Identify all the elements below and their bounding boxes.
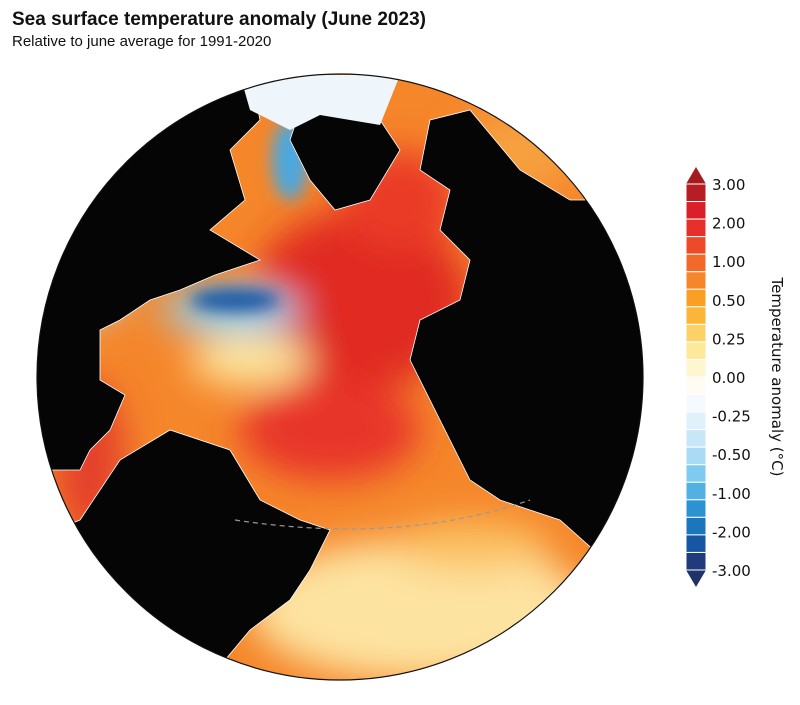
colorbar-segment (685, 534, 707, 553)
colorbar-tick-label: -0.25 (712, 408, 751, 426)
colorbar-segment (685, 411, 707, 431)
colorbar-tick-label: -0.50 (712, 446, 751, 464)
colorbar-segment (685, 358, 707, 378)
colorbar-tick-label: -3.00 (712, 562, 751, 580)
colorbar-segment (685, 253, 707, 273)
colorbar-segment (685, 323, 707, 343)
map-title: Sea surface temperature anomaly (June 20… (12, 9, 426, 30)
colorbar-tick-label: 0.00 (712, 369, 745, 387)
map-subtitle: Relative to june average for 1991-2020 (12, 33, 272, 50)
colorbar-segment (685, 446, 707, 466)
colorbar-segment (685, 341, 707, 360)
colorbar-tick-label: 0.25 (712, 330, 745, 348)
colorbar-label: Temperature anomaly (°C) (768, 277, 786, 477)
colorbar-segment (685, 464, 707, 483)
colorbar-tick-label: -2.00 (712, 523, 751, 541)
colorbar-segment (685, 394, 707, 413)
colorbar-under-triangle (686, 570, 706, 587)
colorbar-segment (685, 218, 707, 238)
colorbar-segment (685, 288, 707, 308)
colorbar-segment (685, 201, 707, 220)
colorbar-segment (685, 499, 707, 518)
colorbar-segment (685, 376, 707, 396)
globe-outline (36, 73, 644, 681)
colorbar-segment (685, 551, 707, 571)
colorbar-tick-label: 1.00 (712, 253, 745, 271)
colorbar-segment (685, 306, 707, 325)
colorbar-segment (685, 183, 707, 203)
colorbar-over-triangle (686, 167, 706, 184)
colorbar-segment (685, 481, 707, 501)
equator-line (234, 499, 531, 530)
colorbar-tick-label: 0.50 (712, 292, 745, 310)
colorbar-tick-label: -1.00 (712, 485, 751, 503)
colorbar-tick-label: 2.00 (712, 215, 745, 233)
colorbar-segment (685, 429, 707, 448)
colorbar-tick-label: 3.00 (712, 176, 745, 194)
europe-africa (409, 109, 643, 601)
colorbar-segment (685, 236, 707, 255)
colorbar-segment (685, 516, 707, 536)
colorbar-segment (685, 271, 707, 290)
arctic-ice (240, 75, 400, 130)
greenland (289, 109, 401, 211)
